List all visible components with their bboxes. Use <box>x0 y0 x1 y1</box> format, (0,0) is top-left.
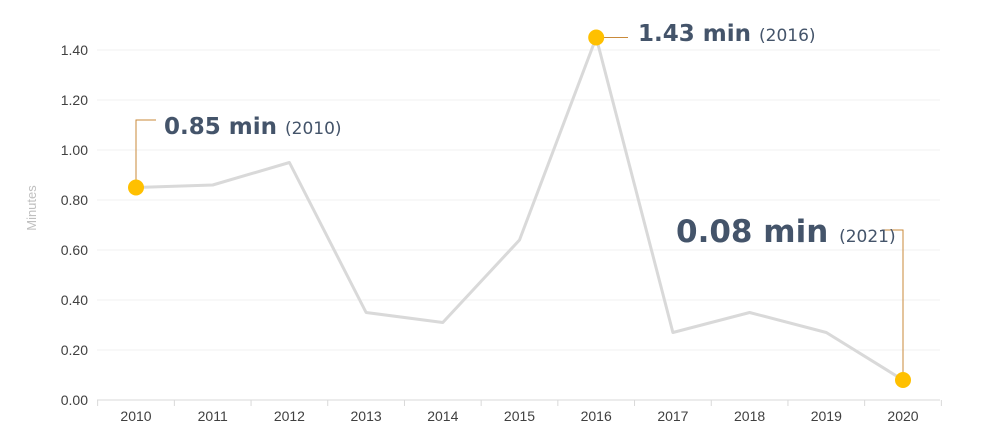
annotation-label: 0.08 min (2021) <box>676 214 896 250</box>
annotation-leader-line <box>882 229 904 380</box>
y-tick-label: 0.60 <box>61 242 88 258</box>
annotation-label: 1.43 min (2016) <box>638 21 816 47</box>
y-tick-label: 1.00 <box>61 142 88 158</box>
y-axis-label: Minutes <box>24 185 39 231</box>
gridlines <box>97 49 940 351</box>
annotation-value: 0.08 min <box>676 214 839 250</box>
annotation-value: 1.43 min <box>638 21 759 47</box>
highlight-marker <box>895 372 911 388</box>
annotation-year: (2016) <box>759 26 816 46</box>
annotation-year: (2010) <box>285 119 342 139</box>
x-axis: 2010 2011 2012 2013 2014 2015 2016 2017 2018 2019… <box>97 399 942 424</box>
x-tick-label: 2010 <box>120 408 151 424</box>
y-tick-label: 0.00 <box>61 392 88 408</box>
series-line-path <box>135 36 904 382</box>
annotation-leader-line <box>135 119 156 188</box>
x-tick-label: 2018 <box>734 408 765 424</box>
x-tick-label: 2019 <box>811 408 842 424</box>
annotation-year: (2021) <box>839 227 896 247</box>
annotations: 0.85 min (2010) 1.43 min (2016) 0.08 min (… <box>128 21 911 388</box>
y-axis-ticks: 0.00 0.20 0.40 0.60 0.80 1.00 1.20 1.40 <box>61 42 88 408</box>
x-tick-label: 2012 <box>274 408 305 424</box>
y-tick-label: 0.40 <box>61 292 88 308</box>
x-tick-label: 2014 <box>427 408 458 424</box>
highlight-marker <box>128 179 144 196</box>
x-tick-label: 2011 <box>198 408 228 424</box>
highlight-marker <box>588 29 605 46</box>
series-line <box>135 36 904 382</box>
x-tick-label: 2020 <box>887 408 918 424</box>
x-tick-label: 2017 <box>657 408 688 424</box>
x-tick-label: 2016 <box>581 408 612 424</box>
annotation-label: 0.85 min (2010) <box>164 114 342 140</box>
annotation-value: 0.85 min <box>164 114 285 140</box>
x-tick-label: 2013 <box>351 408 382 424</box>
y-tick-label: 1.40 <box>61 42 88 58</box>
x-tick-label: 2015 <box>504 408 535 424</box>
y-tick-label: 0.80 <box>61 192 88 208</box>
y-tick-label: 1.20 <box>61 92 88 108</box>
y-tick-label: 0.20 <box>61 342 88 358</box>
